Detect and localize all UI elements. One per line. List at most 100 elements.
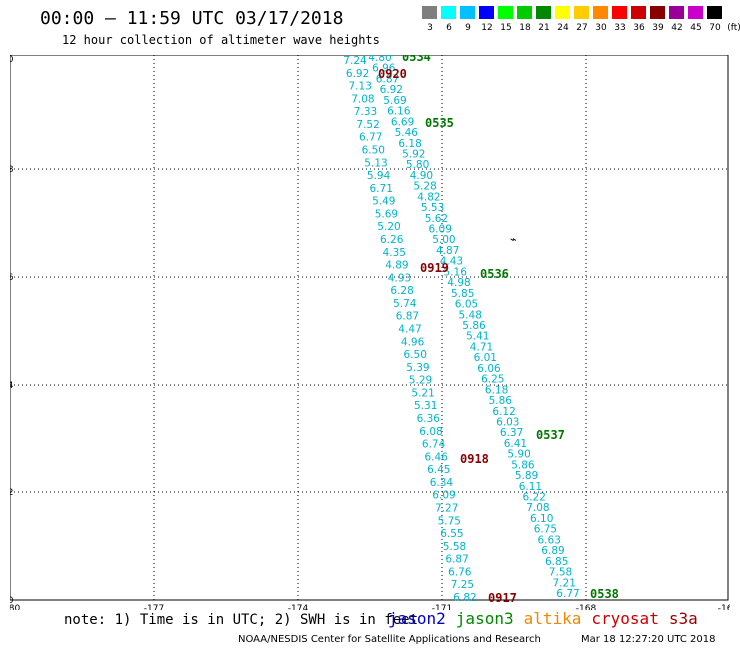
wave-height-west: 6.77	[359, 132, 382, 144]
map-plot: -180 -177 -174 -171 -168 -165 10 12 14 16 18 20 7.24…	[10, 55, 730, 610]
wave-height-west: 4.89	[385, 260, 408, 272]
wave-height-east: 5.69	[383, 95, 406, 107]
legend-label: 12	[481, 23, 493, 33]
legend-unit-label: (ft)	[727, 23, 740, 33]
chart-subtitle: 12 hour collection of altimeter wave hei…	[62, 33, 380, 47]
wave-height-east: 6.89	[541, 545, 564, 557]
legend-label: 6	[446, 23, 452, 33]
wave-height-west: 6.50	[404, 349, 427, 361]
legend-label: 27	[576, 23, 588, 33]
y-axis-label: 20	[10, 55, 14, 65]
wave-height-east: 7.21	[553, 577, 576, 589]
pass-time-label: 0917	[488, 591, 517, 605]
wave-height-east: 6.05	[455, 299, 478, 311]
legend-label: 70	[709, 23, 721, 33]
wave-height-west: 7.24	[343, 55, 367, 67]
legend-label: 42	[671, 23, 683, 33]
wave-height-east: 5.41	[466, 331, 489, 343]
plot-frame	[10, 55, 729, 601]
legend-swatch	[612, 6, 627, 19]
wave-height-west: 7.25	[451, 579, 474, 591]
y-axis-label: 16	[10, 273, 14, 283]
legend-swatch	[460, 6, 475, 19]
wave-height-east: 5.80	[406, 159, 429, 171]
wave-height-west: 6.45	[427, 464, 450, 476]
wave-height-east: 6.18	[398, 138, 421, 150]
wave-height-west: 6.36	[417, 413, 441, 425]
x-axis-label: -168	[576, 604, 597, 610]
legend-swatch	[422, 6, 437, 19]
wave-height-east: 6.09	[429, 224, 452, 236]
pass-time-label: 0536	[480, 267, 509, 281]
wave-height-east: 6.03	[496, 417, 519, 429]
wave-height-east: 5.62	[425, 213, 448, 225]
pass-time-label: 0534	[402, 55, 431, 64]
pass-time-label: 0919	[420, 261, 449, 275]
wave-height-east: 5.48	[459, 309, 482, 321]
legend-swatch	[555, 6, 570, 19]
wave-height-east: 6.75	[534, 524, 557, 536]
legend-label: 39	[652, 23, 664, 33]
wave-height-west: 5.69	[375, 208, 398, 220]
wave-height-east: 5.00	[432, 234, 455, 246]
wave-height-west: 6.87	[396, 311, 419, 323]
satellite-name-s3a: s3a	[668, 609, 698, 628]
legend-label: 45	[690, 23, 702, 33]
satellite-name-cryosat: cryosat	[591, 609, 659, 628]
y-axis-label: 12	[10, 488, 13, 498]
wave-height-west: 4.35	[383, 247, 406, 259]
wave-height-east: 5.86	[511, 459, 535, 471]
wave-height-east: 6.37	[500, 427, 523, 439]
legend-swatch	[536, 6, 551, 19]
legend-swatch	[593, 6, 608, 19]
wave-height-east: 4.98	[447, 277, 470, 289]
legend-label: 24	[557, 23, 569, 33]
legend-label: 33	[614, 23, 626, 33]
legend-swatch	[650, 6, 665, 19]
legend-swatch	[707, 6, 722, 19]
wave-height-west: 5.94	[367, 170, 391, 182]
chart-title: 00:00 – 11:59 UTC 03/17/2018	[40, 8, 344, 29]
wave-height-east: 6.85	[545, 556, 568, 568]
wave-height-east: 5.16	[444, 266, 468, 278]
legend-swatch	[498, 6, 513, 19]
wave-height-east: 6.25	[481, 374, 504, 386]
wave-height-east: 5.85	[451, 288, 474, 300]
wave-height-east: 4.80	[368, 55, 391, 64]
wave-height-east: 6.16	[387, 106, 411, 118]
wave-height-west: 5.13	[364, 157, 387, 169]
wave-height-west: 5.20	[377, 221, 400, 233]
wave-height-west: 6.87	[445, 554, 468, 566]
pass-time-label: 0538	[590, 587, 619, 601]
satellite-name-jason3: jason3	[455, 609, 514, 628]
wave-height-east: 5.86	[489, 395, 513, 407]
wave-height-east: 4.82	[417, 191, 440, 203]
wave-height-east: 5.92	[402, 149, 425, 161]
legend-label: 36	[633, 23, 645, 33]
wave-height-east: 5.46	[395, 127, 419, 139]
wave-height-east: 7.08	[526, 502, 549, 514]
satellite-legend: jason2 jason3 altika cryosat s3a	[388, 609, 708, 628]
legend-label: 30	[595, 23, 607, 33]
wave-height-west: 6.74	[422, 439, 446, 451]
wave-height-west: 4.93	[388, 272, 411, 284]
pass-time-label: 0537	[536, 428, 565, 442]
wave-height-east: 6.96	[372, 63, 396, 75]
wave-height-east: 6.06	[477, 363, 501, 375]
legend-label: 3	[427, 23, 433, 33]
legend-swatch	[479, 6, 494, 19]
wave-height-west: 5.75	[438, 515, 461, 527]
wave-height-west: 7.27	[435, 503, 458, 515]
wave-height-west: 7.08	[351, 93, 374, 105]
wave-height-west: 5.29	[409, 375, 432, 387]
wave-height-east: 6.77	[556, 588, 579, 600]
legend-swatch	[631, 6, 646, 19]
wave-height-east: 4.87	[436, 245, 459, 257]
wave-height-east: 7.58	[549, 567, 572, 579]
wave-height-west: 6.46	[425, 451, 449, 463]
satellite-name-altika: altika	[523, 609, 582, 628]
legend-swatch	[574, 6, 589, 19]
wave-height-west: 6.28	[390, 285, 413, 297]
timestamp-text: Mar 18 12:27:20 UTC 2018	[581, 634, 716, 645]
wave-height-west: 4.96	[401, 336, 425, 348]
